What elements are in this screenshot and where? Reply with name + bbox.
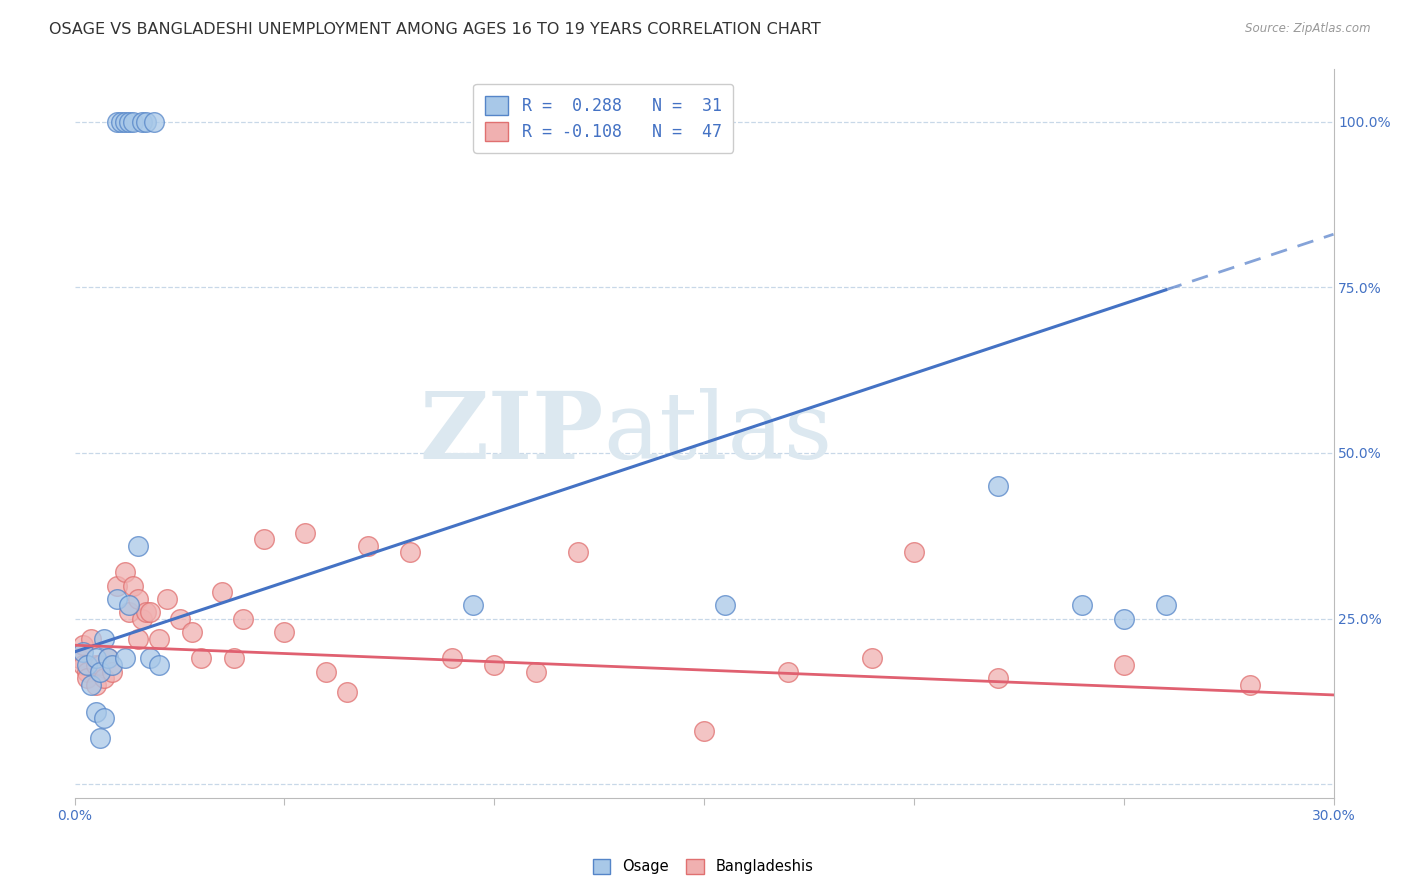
Legend: Osage, Bangladeshis: Osage, Bangladeshis [586, 853, 820, 880]
Point [84, 651, 107, 665]
Point [224, 651, 246, 665]
Point [463, 599, 485, 613]
Point [105, 591, 128, 606]
Point [131, 114, 153, 128]
Point [294, 525, 316, 540]
Point [127, 632, 149, 646]
Point [441, 651, 464, 665]
Point [105, 114, 128, 128]
Point [714, 599, 737, 613]
Point [148, 632, 170, 646]
Point [80, 678, 103, 692]
Point [89, 658, 111, 673]
Point [1112, 612, 1135, 626]
Point [97, 651, 120, 665]
Point [80, 632, 103, 646]
Point [89, 665, 111, 679]
Point [315, 665, 337, 679]
Point [1070, 599, 1092, 613]
Point [101, 658, 124, 673]
Point [987, 671, 1010, 685]
Point [181, 624, 204, 639]
Point [524, 665, 547, 679]
Point [93, 711, 115, 725]
Point [105, 578, 128, 592]
Text: atlas: atlas [603, 388, 832, 478]
Point [114, 651, 136, 665]
Point [118, 599, 141, 613]
Point [211, 585, 233, 599]
Point [148, 658, 170, 673]
Point [122, 114, 145, 128]
Point [84, 705, 107, 719]
Point [139, 605, 162, 619]
Point [1112, 658, 1135, 673]
Point [567, 545, 589, 559]
Point [1154, 599, 1177, 613]
Point [127, 591, 149, 606]
Point [84, 658, 107, 673]
Point [357, 539, 380, 553]
Legend: R =  0.288   N =  31, R = -0.108   N =  47: R = 0.288 N = 31, R = -0.108 N = 47 [474, 84, 734, 153]
Point [693, 724, 716, 739]
Point [1239, 678, 1261, 692]
Point [169, 612, 191, 626]
Point [89, 731, 111, 745]
Point [273, 624, 295, 639]
Point [110, 114, 132, 128]
Point [139, 651, 162, 665]
Point [76, 665, 98, 679]
Point [114, 566, 136, 580]
Point [127, 539, 149, 553]
Point [93, 671, 115, 685]
Point [231, 612, 253, 626]
Point [143, 114, 166, 128]
Point [118, 114, 141, 128]
Point [190, 651, 212, 665]
Point [67, 651, 90, 665]
Point [114, 114, 136, 128]
Point [93, 632, 115, 646]
Point [72, 658, 94, 673]
Point [131, 612, 153, 626]
Point [76, 671, 98, 685]
Point [987, 479, 1010, 493]
Point [156, 591, 179, 606]
Point [122, 578, 145, 592]
Point [252, 532, 274, 546]
Point [860, 651, 883, 665]
Text: OSAGE VS BANGLADESHI UNEMPLOYMENT AMONG AGES 16 TO 19 YEARS CORRELATION CHART: OSAGE VS BANGLADESHI UNEMPLOYMENT AMONG … [49, 22, 821, 37]
Point [135, 114, 157, 128]
Point [101, 665, 124, 679]
Point [84, 678, 107, 692]
Point [336, 684, 359, 698]
Point [72, 645, 94, 659]
Point [484, 658, 506, 673]
Point [135, 605, 157, 619]
Point [72, 638, 94, 652]
Text: Source: ZipAtlas.com: Source: ZipAtlas.com [1246, 22, 1371, 36]
Point [118, 605, 141, 619]
Point [97, 651, 120, 665]
Point [776, 665, 799, 679]
Point [399, 545, 422, 559]
Text: ZIP: ZIP [419, 388, 603, 478]
Point [903, 545, 925, 559]
Point [76, 658, 98, 673]
